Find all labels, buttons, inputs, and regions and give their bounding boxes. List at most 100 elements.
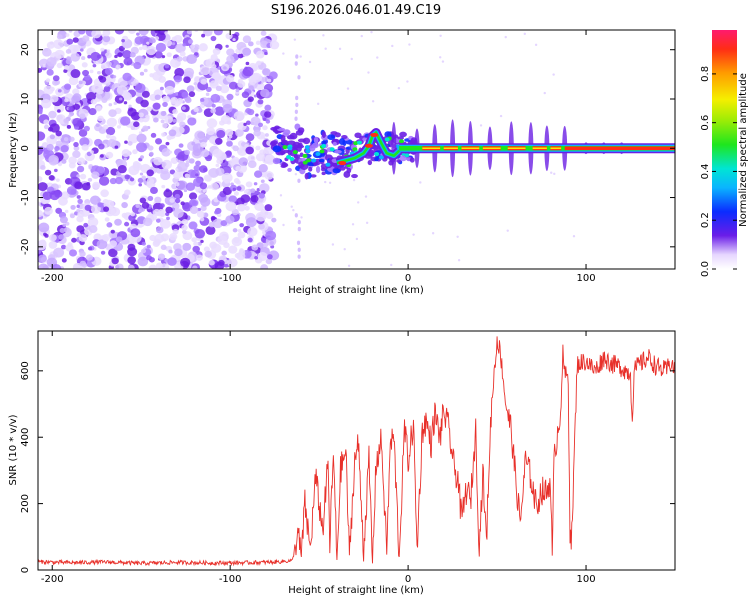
noise-blob <box>235 180 241 185</box>
noise-blob <box>155 138 163 145</box>
noise-blob <box>224 179 230 184</box>
noise-blob <box>182 242 192 251</box>
noise-blob <box>73 142 79 148</box>
turbulence-blob <box>300 162 309 171</box>
noise-blob <box>265 258 273 265</box>
noise-blob <box>200 141 207 148</box>
noise-blob <box>77 198 83 204</box>
noise-blob <box>222 103 233 113</box>
noise-blob <box>174 198 181 204</box>
colorbar-tick-label: 0.0 <box>700 261 711 277</box>
turbulence-blob <box>295 129 304 136</box>
streak-dot <box>297 226 301 232</box>
noise-blob <box>106 117 118 128</box>
faint-dot <box>292 208 295 212</box>
noise-blob <box>213 30 223 36</box>
turbulence-blob <box>270 140 278 146</box>
noise-blob <box>201 33 206 38</box>
noise-blob <box>150 186 158 195</box>
noise-blob <box>157 253 166 261</box>
noise-blob <box>68 30 73 33</box>
noise-blob <box>160 111 167 117</box>
signal-peak-core <box>482 147 501 150</box>
snr-panel: -200 -100 0 100 0 200 400 600 Height of straig… <box>8 330 676 596</box>
faint-dot <box>534 43 538 47</box>
bright-blob <box>384 137 390 142</box>
noise-blob <box>239 223 244 228</box>
noise-blob <box>198 43 208 52</box>
noise-blob <box>38 176 43 182</box>
noise-blob <box>62 223 67 228</box>
x-tick-label: 0 <box>405 574 411 585</box>
noise-blob <box>222 98 226 102</box>
noise-blob <box>180 257 191 268</box>
noise-blob <box>211 64 217 69</box>
noise-blob <box>200 149 210 158</box>
noise-blob <box>239 248 244 253</box>
noise-blob <box>255 40 261 46</box>
noise-blob <box>76 174 81 178</box>
turbulence-blob <box>397 136 405 140</box>
noise-blob <box>91 171 100 179</box>
faint-dot <box>282 52 285 55</box>
noise-blob <box>158 158 163 163</box>
noise-blob <box>166 216 170 221</box>
noise-blob <box>57 162 63 167</box>
noise-blob <box>114 54 118 59</box>
noise-blob <box>146 45 157 56</box>
bright-blob <box>357 140 363 145</box>
noise-blob <box>121 212 128 218</box>
noise-blob <box>261 76 269 83</box>
noise-blob <box>140 99 149 108</box>
noise-blob <box>153 117 159 123</box>
noise-blob <box>170 157 179 164</box>
noise-blob <box>82 69 89 77</box>
bright-blob <box>374 152 380 157</box>
noise-blob <box>70 204 76 210</box>
noise-blob <box>129 52 136 58</box>
noise-blob <box>44 206 53 215</box>
noise-blob <box>55 130 62 137</box>
noise-blob <box>173 208 184 219</box>
turbulence-blob <box>293 154 301 159</box>
noise-blob <box>211 103 216 108</box>
noise-blob <box>66 38 74 45</box>
noise-blob <box>60 244 67 250</box>
noise-blob <box>247 237 253 243</box>
noise-blob <box>108 248 118 258</box>
noise-blob <box>174 75 183 83</box>
noise-blob <box>258 183 270 193</box>
noise-blob <box>55 178 60 182</box>
noise-blob <box>214 208 222 215</box>
noise-blob <box>122 72 132 82</box>
noise-blob <box>38 254 47 263</box>
noise-blob <box>97 70 101 75</box>
noise-blob <box>88 166 92 170</box>
noise-blob <box>124 221 130 227</box>
noise-blob <box>222 186 232 196</box>
noise-blob <box>233 237 240 244</box>
noise-blob <box>168 129 177 137</box>
noise-blob <box>176 180 188 191</box>
noise-blob <box>176 56 183 62</box>
noise-blob <box>146 244 151 249</box>
faint-dot <box>408 43 411 46</box>
signal-band-red <box>564 146 675 151</box>
noise-blob <box>181 106 186 110</box>
x-tick-label: 100 <box>576 273 595 284</box>
noise-blob <box>156 262 163 269</box>
noise-blob <box>61 159 67 164</box>
noise-blob <box>161 55 166 59</box>
noise-blob <box>236 251 246 261</box>
noise-blob <box>70 189 77 195</box>
x-tick-label: -200 <box>41 574 64 585</box>
noise-blob <box>105 134 111 139</box>
noise-blob <box>121 38 125 43</box>
noise-blob <box>256 60 262 66</box>
noise-blob <box>174 181 180 187</box>
noise-blob <box>215 85 222 92</box>
turbulence-blob <box>327 134 336 141</box>
noise-blob <box>90 51 101 61</box>
noise-blob <box>269 40 280 50</box>
noise-blob <box>164 31 169 35</box>
